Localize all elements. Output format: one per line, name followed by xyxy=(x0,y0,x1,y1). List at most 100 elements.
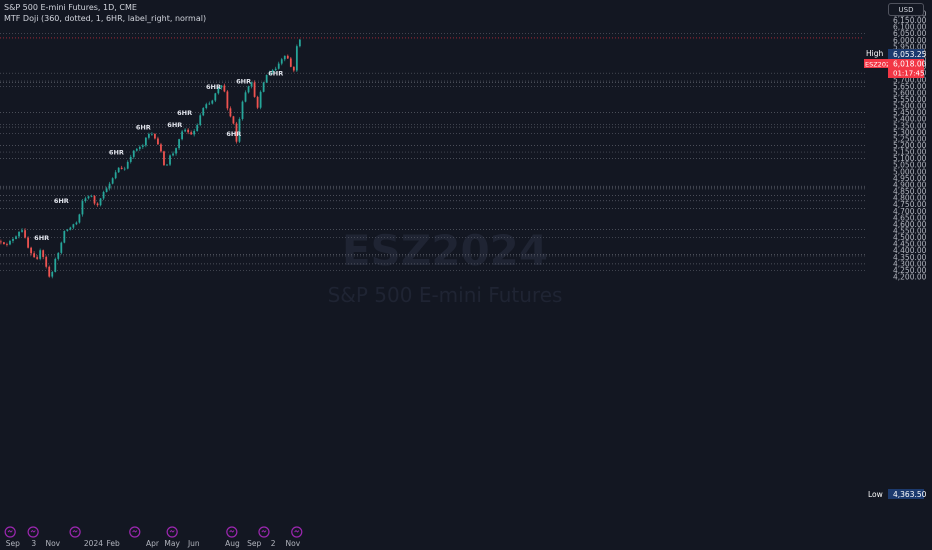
candle-up xyxy=(63,230,66,243)
candle-up xyxy=(54,258,57,272)
price-tick-label: 5,950.00 xyxy=(893,42,927,51)
doji-label: 6HR xyxy=(54,197,69,205)
candle-down xyxy=(154,133,156,139)
time-tick-label: 2024 xyxy=(84,539,103,548)
price-tick-label: 4,950.00 xyxy=(893,174,927,183)
price-tick-label: 5,150.00 xyxy=(893,148,927,157)
price-tick-label: 4,300.00 xyxy=(893,259,927,268)
candle-up xyxy=(75,222,78,225)
time-tick-label: Nov xyxy=(45,539,60,548)
candle-up xyxy=(9,240,11,245)
price-tick-label: 4,400.00 xyxy=(893,246,927,255)
time-tick-label: 2 xyxy=(271,539,276,548)
price-tick-label: 4,900.00 xyxy=(893,180,927,189)
time-tick-label: Feb xyxy=(107,539,121,548)
candle-up xyxy=(169,155,171,165)
candle-up xyxy=(199,115,202,125)
last-symbol-label: ESZ2024 xyxy=(865,61,894,69)
candle-up xyxy=(144,137,147,146)
time-axis-background[interactable] xyxy=(0,528,866,550)
candle-up xyxy=(166,164,168,166)
symbol-watermark: ESZ2024 S&P 500 E-mini Futures xyxy=(328,226,563,307)
doji-label: 6HR xyxy=(226,130,241,138)
time-tick-label: Aug xyxy=(225,539,240,548)
candle-up xyxy=(15,236,17,239)
candle-up xyxy=(238,118,241,142)
candle-down xyxy=(42,250,45,257)
event-marker-icon[interactable] xyxy=(129,526,141,538)
doji-label: 6HR xyxy=(206,83,221,91)
candle-up xyxy=(211,100,214,104)
candle-up xyxy=(90,195,93,197)
last-price-value: 6,018.00 xyxy=(893,60,927,69)
event-marker-icon[interactable] xyxy=(4,526,16,538)
candle-up xyxy=(151,133,153,135)
price-tick-label: 4,750.00 xyxy=(893,200,927,209)
candle-down xyxy=(120,167,123,170)
candle-down xyxy=(223,85,226,92)
event-marker-icon[interactable] xyxy=(258,526,270,538)
high-badge xyxy=(888,49,924,59)
candle-down xyxy=(160,144,162,152)
candle-up xyxy=(277,63,280,69)
currency-button[interactable]: USD xyxy=(888,3,924,16)
candle-up xyxy=(244,92,247,102)
high-badge-label: High xyxy=(866,49,883,58)
candle-up xyxy=(39,250,42,259)
bar-countdown: 01:17:45 xyxy=(893,70,924,78)
candle-up xyxy=(105,188,108,192)
candle-up xyxy=(208,103,211,105)
event-marker-icon[interactable] xyxy=(166,526,178,538)
event-marker-icon[interactable] xyxy=(291,526,303,538)
candle-up xyxy=(102,191,105,199)
chart-title[interactable]: S&P 500 E-mini Futures, 1D, CME xyxy=(4,3,137,12)
event-marker-icon[interactable] xyxy=(69,526,81,538)
event-marker-glyph xyxy=(30,529,36,533)
candle-up xyxy=(129,156,132,162)
candle-up xyxy=(147,133,150,138)
candle-up xyxy=(241,101,244,119)
time-axis[interactable]: Sep 3 Nov 2024 Feb Apr May Jun Aug Sep 2 Nov xyxy=(6,539,301,548)
event-marker-glyph xyxy=(294,529,300,533)
candle-up xyxy=(247,86,250,93)
price-tick-label: 4,600.00 xyxy=(893,220,927,229)
event-marker-icon[interactable] xyxy=(226,526,238,538)
candle-up xyxy=(132,150,135,157)
price-badges: High 6,053.25 ESZ2024 6,018.00 01:17:45 … xyxy=(864,49,927,499)
candle-down xyxy=(163,151,165,166)
price-tick-label: 6,100.00 xyxy=(893,23,927,32)
price-tick-label: 5,350.00 xyxy=(893,121,927,130)
indicator-legend[interactable]: MTF Doji (360, dotted, 1, 6HR, label_rig… xyxy=(4,14,207,23)
doji-label: 6HR xyxy=(109,149,124,157)
candle-down xyxy=(256,96,259,108)
candle-up xyxy=(21,230,23,232)
price-tick-label: 5,400.00 xyxy=(893,115,927,124)
last-symbol-badge xyxy=(864,59,888,68)
last-price-badge xyxy=(888,59,924,78)
candle-up xyxy=(123,168,126,170)
event-markers[interactable] xyxy=(4,526,303,538)
candle-up xyxy=(184,129,187,132)
candle-up xyxy=(12,238,14,241)
candle-down xyxy=(93,195,96,204)
event-marker-icon[interactable] xyxy=(27,526,39,538)
candle-down xyxy=(6,244,8,245)
candle-up xyxy=(117,167,120,173)
candle-up xyxy=(69,227,72,230)
candle-down xyxy=(187,129,190,133)
doji-label: 6HR xyxy=(268,70,283,78)
candle-down xyxy=(226,91,229,109)
candles xyxy=(0,38,301,279)
low-badge-label: Low xyxy=(868,490,883,499)
candle-up xyxy=(108,183,111,189)
candle-up xyxy=(262,82,265,92)
price-axis-background[interactable] xyxy=(866,0,932,528)
candle-down xyxy=(235,123,238,142)
candle-down xyxy=(253,82,256,97)
candle-up xyxy=(60,242,63,253)
candle-up xyxy=(172,153,174,156)
time-tick-label: Nov xyxy=(286,539,301,548)
candle-up xyxy=(220,85,223,88)
price-tick-label: 5,550.00 xyxy=(893,95,927,104)
